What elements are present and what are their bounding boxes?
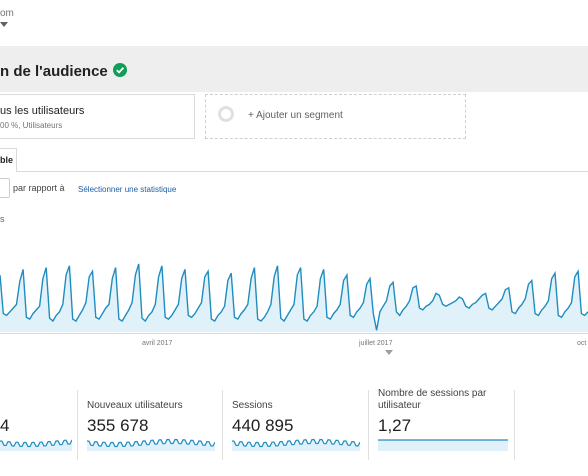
compare-label: par rapport à bbox=[13, 183, 65, 193]
chart-x-axis bbox=[0, 333, 588, 334]
tab-divider bbox=[0, 171, 588, 172]
segment-card-all-users[interactable] bbox=[0, 94, 195, 139]
segment-placeholder-icon bbox=[218, 106, 234, 122]
metric-sessions-value: 440 895 bbox=[232, 416, 294, 435]
metric-divider bbox=[222, 390, 223, 460]
sparkline-line bbox=[0, 439, 72, 448]
metric-sessions-per-user-label: Nombre de sessions par utilisateur bbox=[378, 388, 487, 411]
users-line-chart[interactable] bbox=[0, 232, 588, 333]
x-tick-april: avril 2017 bbox=[142, 340, 173, 347]
metric-sessions-sparkline bbox=[232, 438, 360, 451]
metric-sessions-label: Sessions bbox=[232, 400, 273, 411]
verified-check-icon bbox=[113, 63, 127, 77]
x-tick-july: juillet 2017 bbox=[359, 340, 393, 347]
sparkline-line bbox=[87, 438, 215, 448]
segment-subtitle: 00 %, Utilisateurs bbox=[0, 121, 63, 130]
verified-badge-circle bbox=[113, 63, 127, 77]
metric-new-users-label: Nouveaux utilisateurs bbox=[87, 400, 183, 411]
tab-overview[interactable] bbox=[0, 148, 17, 172]
metric-divider bbox=[77, 390, 78, 460]
sparkline-line bbox=[232, 438, 360, 448]
metric-users-sparkline bbox=[0, 439, 72, 451]
chart-range-handle-icon[interactable] bbox=[385, 350, 393, 355]
metric-new-users-sparkline bbox=[87, 438, 215, 451]
segment-title: us les utilisateurs bbox=[0, 105, 85, 117]
select-statistic-link[interactable]: Sélectionner une statistique bbox=[78, 185, 177, 194]
users-series-line bbox=[0, 263, 588, 331]
report-header bbox=[0, 46, 588, 92]
metric-sessions-per-user-value: 1,27 bbox=[378, 416, 412, 435]
verified-checkmark bbox=[116, 67, 125, 74]
sparkline-fill bbox=[232, 439, 360, 451]
add-segment-label: + Ajouter un segment bbox=[248, 110, 343, 121]
metric-new-users-value: 355 678 bbox=[87, 416, 149, 435]
add-segment-button[interactable] bbox=[205, 94, 466, 139]
top-bar bbox=[0, 0, 588, 46]
tab-overview-label: ble bbox=[0, 155, 14, 165]
breadcrumb[interactable]: om bbox=[0, 8, 14, 19]
chevron-down-icon[interactable] bbox=[0, 22, 8, 27]
page-title: n de l'audience bbox=[0, 63, 108, 80]
chart-legend: s bbox=[0, 214, 5, 224]
sparkline-fill bbox=[87, 439, 215, 451]
x-tick-october: oct bbox=[577, 340, 587, 347]
sparkline-fill bbox=[378, 440, 508, 451]
metric-dropdown[interactable] bbox=[0, 178, 10, 198]
metric-divider bbox=[514, 390, 515, 460]
metric-sessions-per-user-sparkline bbox=[378, 439, 508, 451]
metric-divider bbox=[368, 390, 369, 460]
metric-users-value: 4 bbox=[0, 416, 10, 435]
users-area-fill bbox=[0, 263, 588, 332]
